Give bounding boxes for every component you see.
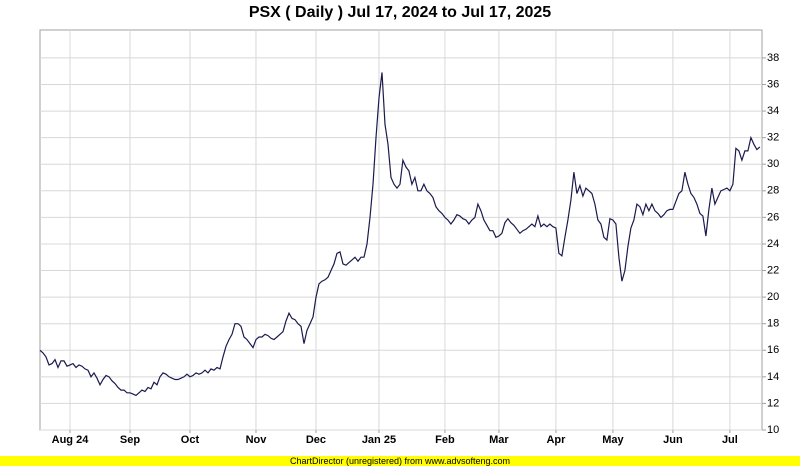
y-tick-label: 24 [767,238,779,250]
y-tick-label: 20 [767,291,779,303]
x-tick-label: Dec [306,434,326,446]
y-tick-label: 38 [767,52,779,64]
y-tick-label: 16 [767,344,779,356]
y-tick-label: 36 [767,78,779,90]
x-tick-label: Jan 25 [362,434,396,446]
x-tick-label: May [602,434,624,446]
x-tick-label: Mar [489,434,509,446]
y-tick-label: 30 [767,158,779,170]
y-tick-label: 22 [767,264,779,276]
x-tick-label: Nov [246,434,268,446]
y-tick-label: 14 [767,371,779,383]
y-tick-label: 28 [767,185,779,197]
footer: ChartDirector (unregistered) from www.ad… [290,456,510,466]
x-tick-label: Aug 24 [52,434,90,446]
y-tick-label: 26 [767,211,779,223]
y-tick-label: 32 [767,132,779,144]
grid: 10 12 14 16 18 20 22 24 26 28 30 32 34 36 38 Aug 24 Sep O… [40,30,779,446]
x-tick-label: Oct [181,434,200,446]
y-tick-label: 18 [767,318,779,330]
marks [39,72,761,397]
x-tick-label: Feb [435,434,455,446]
x-tick-label: Apr [546,434,566,446]
chart-title: PSX ( Daily ) Jul 17, 2024 to Jul 17, 20… [249,4,551,21]
footer-bar [0,456,800,466]
y-tick-label: 10 [767,424,779,436]
x-tick-label: Sep [120,434,140,446]
price-line [39,72,761,397]
y-tick-label: 34 [767,105,779,117]
y-tick-label: 12 [767,397,779,409]
x-tick-label: Jun [663,434,683,446]
plot-area [39,29,763,431]
x-tick-label: Jul [722,434,738,446]
